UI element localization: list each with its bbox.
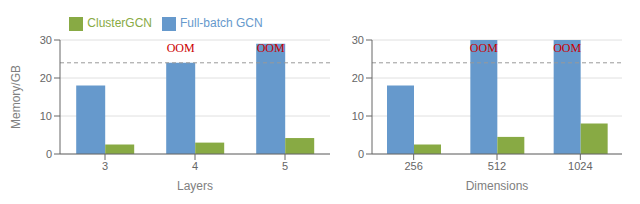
html-text:Full-batch GCN: Full-batch GCN <box>180 16 263 30</box>
svg-text:5: 5 <box>282 160 288 172</box>
svg-text:Layers: Layers <box>177 179 213 193</box>
svg-text:20: 20 <box>40 72 52 84</box>
svg-text:Dimensions: Dimensions <box>466 179 529 193</box>
svg-text:4: 4 <box>192 160 198 172</box>
html-text:ClusterGCN: ClusterGCN <box>87 16 152 30</box>
svg-text:10: 10 <box>40 110 52 122</box>
svg-text:10: 10 <box>352 110 364 122</box>
svg-text:3: 3 <box>102 160 108 172</box>
svg-text:OOM: OOM <box>470 41 498 55</box>
svg-text:30: 30 <box>40 34 52 46</box>
svg-text:Memory/GB: Memory/GB <box>9 65 23 129</box>
svg-text:OOM: OOM <box>167 41 195 55</box>
svg-text:512: 512 <box>488 160 506 172</box>
svg-text:OOM: OOM <box>257 41 285 55</box>
svg-text:1024: 1024 <box>568 160 592 172</box>
svg-text:256: 256 <box>404 160 422 172</box>
svg-text:20: 20 <box>352 72 364 84</box>
svg-text:0: 0 <box>46 148 52 160</box>
svg-text:0: 0 <box>358 148 364 160</box>
svg-text:OOM: OOM <box>553 41 581 55</box>
svg-text:30: 30 <box>352 34 364 46</box>
